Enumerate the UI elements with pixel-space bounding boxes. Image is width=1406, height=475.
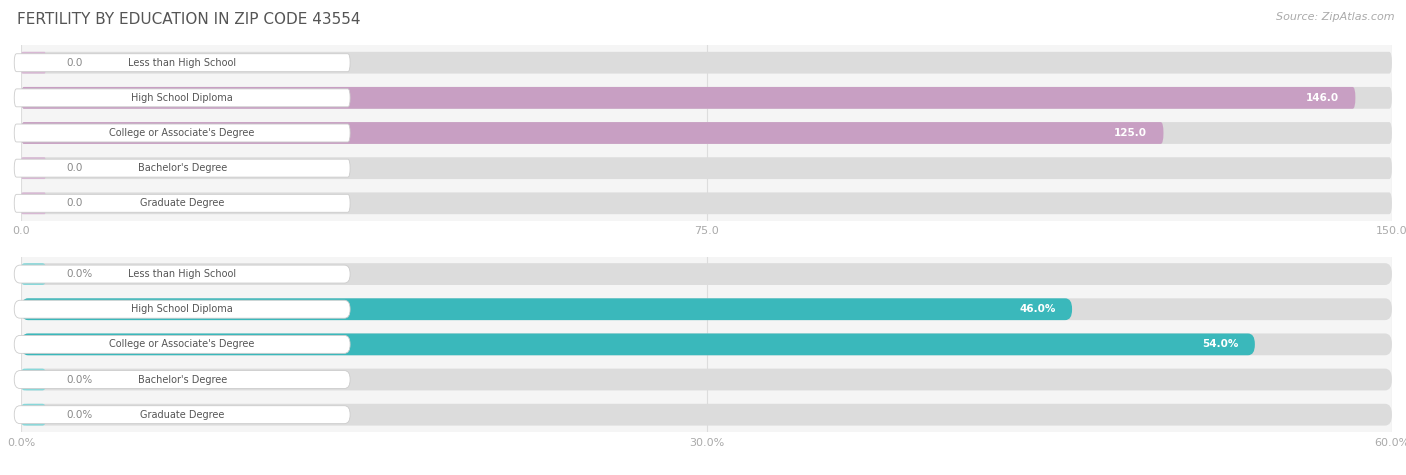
FancyBboxPatch shape [14, 159, 350, 177]
FancyBboxPatch shape [21, 52, 46, 74]
FancyBboxPatch shape [21, 333, 1392, 355]
Text: 0.0%: 0.0% [66, 409, 93, 420]
Text: 0.0: 0.0 [66, 163, 83, 173]
FancyBboxPatch shape [21, 192, 46, 214]
FancyBboxPatch shape [14, 124, 350, 142]
Text: High School Diploma: High School Diploma [131, 93, 233, 103]
Text: College or Associate's Degree: College or Associate's Degree [110, 339, 254, 350]
FancyBboxPatch shape [21, 157, 1392, 179]
Text: High School Diploma: High School Diploma [131, 304, 233, 314]
Text: 146.0: 146.0 [1306, 93, 1339, 103]
Text: Graduate Degree: Graduate Degree [141, 409, 225, 420]
FancyBboxPatch shape [21, 87, 1392, 109]
Text: 0.0%: 0.0% [66, 269, 93, 279]
FancyBboxPatch shape [21, 192, 1392, 214]
Text: Bachelor's Degree: Bachelor's Degree [138, 163, 226, 173]
Text: FERTILITY BY EDUCATION IN ZIP CODE 43554: FERTILITY BY EDUCATION IN ZIP CODE 43554 [17, 12, 360, 27]
FancyBboxPatch shape [14, 194, 350, 212]
FancyBboxPatch shape [21, 404, 46, 426]
Text: College or Associate's Degree: College or Associate's Degree [110, 128, 254, 138]
FancyBboxPatch shape [21, 298, 1392, 320]
FancyBboxPatch shape [14, 335, 350, 353]
Text: 0.0%: 0.0% [66, 374, 93, 385]
FancyBboxPatch shape [21, 369, 46, 390]
FancyBboxPatch shape [14, 89, 350, 107]
FancyBboxPatch shape [21, 87, 1355, 109]
FancyBboxPatch shape [14, 54, 350, 72]
FancyBboxPatch shape [21, 122, 1392, 144]
Text: 125.0: 125.0 [1114, 128, 1147, 138]
FancyBboxPatch shape [21, 333, 1256, 355]
FancyBboxPatch shape [21, 369, 1392, 390]
Text: Less than High School: Less than High School [128, 57, 236, 68]
Text: Less than High School: Less than High School [128, 269, 236, 279]
FancyBboxPatch shape [14, 370, 350, 389]
FancyBboxPatch shape [14, 406, 350, 424]
FancyBboxPatch shape [21, 263, 1392, 285]
FancyBboxPatch shape [21, 157, 46, 179]
Text: 54.0%: 54.0% [1202, 339, 1239, 350]
FancyBboxPatch shape [21, 263, 46, 285]
FancyBboxPatch shape [14, 265, 350, 283]
Text: 46.0%: 46.0% [1019, 304, 1056, 314]
Text: Source: ZipAtlas.com: Source: ZipAtlas.com [1277, 12, 1395, 22]
Text: Graduate Degree: Graduate Degree [141, 198, 225, 209]
Text: Bachelor's Degree: Bachelor's Degree [138, 374, 226, 385]
FancyBboxPatch shape [21, 404, 1392, 426]
FancyBboxPatch shape [21, 122, 1164, 144]
FancyBboxPatch shape [14, 300, 350, 318]
FancyBboxPatch shape [21, 298, 1073, 320]
Text: 0.0: 0.0 [66, 57, 83, 68]
Text: 0.0: 0.0 [66, 198, 83, 209]
FancyBboxPatch shape [21, 52, 1392, 74]
